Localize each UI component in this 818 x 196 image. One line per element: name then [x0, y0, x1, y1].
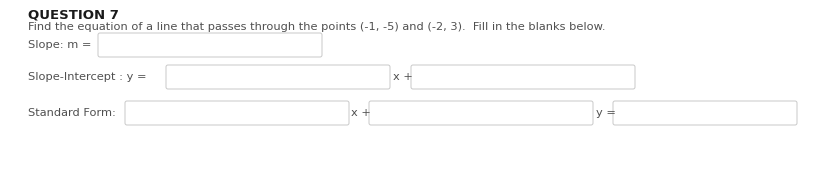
Text: Slope-Intercept : y =: Slope-Intercept : y =: [28, 72, 146, 82]
FancyBboxPatch shape: [613, 101, 797, 125]
FancyBboxPatch shape: [98, 33, 322, 57]
FancyBboxPatch shape: [411, 65, 635, 89]
Text: QUESTION 7: QUESTION 7: [28, 8, 119, 21]
Text: Slope: m =: Slope: m =: [28, 40, 92, 50]
FancyBboxPatch shape: [166, 65, 390, 89]
Text: y =: y =: [596, 108, 616, 118]
Text: x +: x +: [351, 108, 371, 118]
Text: Find the equation of a line that passes through the points (-1, -5) and (-2, 3).: Find the equation of a line that passes …: [28, 22, 605, 32]
Text: x +: x +: [393, 72, 413, 82]
FancyBboxPatch shape: [369, 101, 593, 125]
Text: Standard Form:: Standard Form:: [28, 108, 116, 118]
FancyBboxPatch shape: [125, 101, 349, 125]
